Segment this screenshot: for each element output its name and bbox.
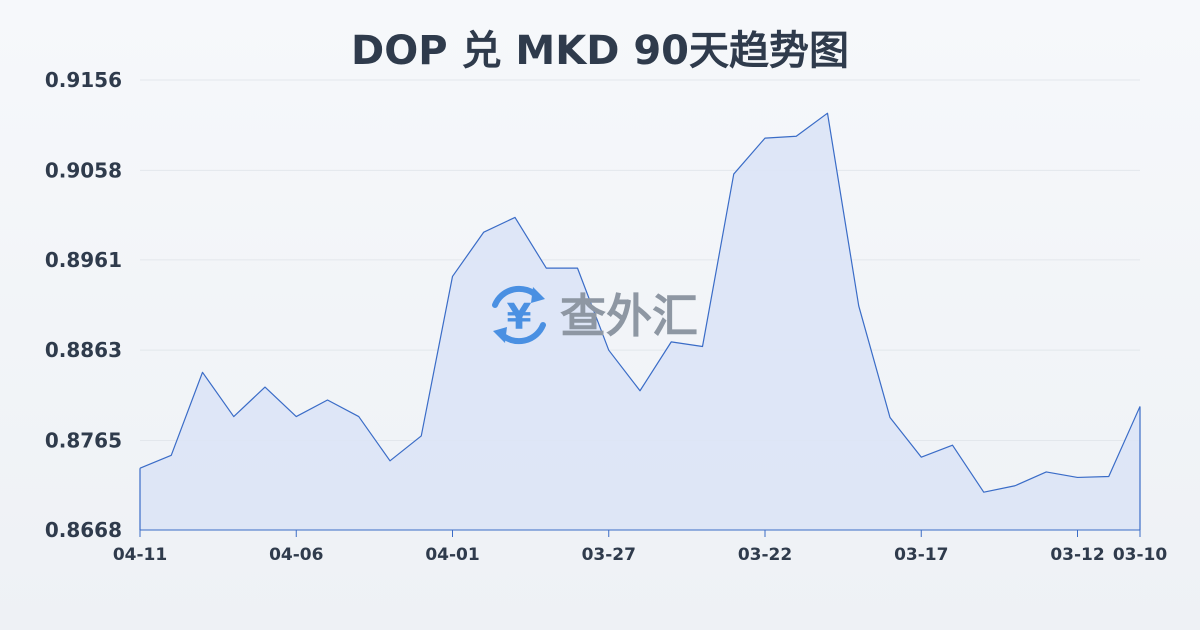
y-tick-label: 0.9058 bbox=[45, 158, 122, 182]
y-tick-label: 0.8765 bbox=[45, 429, 122, 453]
axes: 0.9156 0.9058 0.8961 0.8863 0.8765 0.8668 04-1… bbox=[45, 68, 1168, 565]
y-tick-label: 0.8961 bbox=[45, 248, 122, 272]
svg-text:¥: ¥ bbox=[506, 297, 531, 338]
y-tick-label: 0.8668 bbox=[45, 518, 122, 542]
watermark: ¥ 查外汇 bbox=[492, 285, 698, 345]
yen-exchange-icon: ¥ bbox=[492, 285, 546, 345]
area-fill bbox=[140, 113, 1140, 531]
watermark-text: 查外汇 bbox=[560, 289, 698, 343]
chart-title: DOP 兑 MKD 90天趋势图 bbox=[351, 28, 849, 74]
x-tick-label: 04-11 bbox=[113, 545, 167, 565]
y-tick-label: 0.9156 bbox=[45, 68, 122, 92]
x-tick-label: 03-12 bbox=[1050, 545, 1104, 565]
x-tick-label: 03-27 bbox=[582, 545, 636, 565]
x-tick-label: 03-17 bbox=[894, 545, 948, 565]
x-tick-label: 04-01 bbox=[425, 545, 479, 565]
area-series bbox=[139, 112, 1141, 531]
x-tick-label: 03-22 bbox=[738, 545, 792, 565]
y-tick-label: 0.8863 bbox=[45, 338, 122, 362]
x-tick-label: 04-06 bbox=[269, 545, 323, 565]
x-tick-label: 03-10 bbox=[1113, 545, 1168, 565]
